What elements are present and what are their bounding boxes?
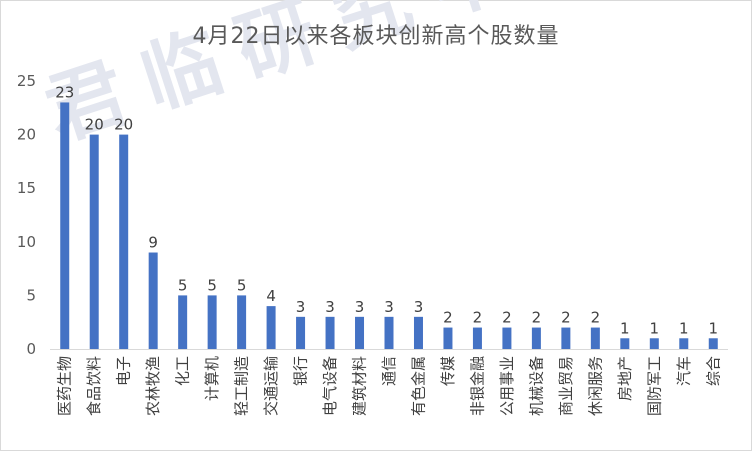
data-label: 1 (679, 319, 689, 337)
x-tick-label: 公用事业 (498, 356, 516, 416)
x-tick-label: 有色金属 (409, 356, 427, 416)
x-tick-label: 医药生物 (56, 356, 74, 416)
x-tick-label: 商业贸易 (557, 356, 575, 416)
data-label: 1 (650, 319, 660, 337)
x-axis: 医药生物 食品饮料 电子 农林牧渔 化工 计算机 轻工制造 交通运输 银行 电气设备 建筑材料 通信有… (56, 356, 723, 416)
data-label: 3 (414, 298, 424, 316)
x-tick-label: 建筑材料 (351, 356, 369, 416)
data-label: 5 (207, 276, 217, 294)
bar (296, 316, 306, 349)
bar (384, 316, 394, 349)
data-label: 2 (591, 309, 601, 327)
bar (649, 338, 659, 349)
data-label: 3 (325, 298, 335, 316)
bar (119, 134, 129, 349)
x-tick-label: 交通运输 (262, 356, 280, 416)
bar (502, 327, 512, 349)
data-label: 1 (708, 319, 718, 337)
bar (178, 295, 188, 349)
data-label: 1 (620, 319, 630, 337)
bar (89, 134, 99, 349)
x-tick-label: 轻工制造 (233, 356, 251, 416)
bar (237, 295, 247, 349)
data-label: 2 (502, 309, 512, 327)
bar (590, 327, 600, 349)
x-tick-label: 化工 (174, 356, 192, 386)
bar (531, 327, 541, 349)
chart-title: 4月22日以来各板块创新高个股数量 (192, 24, 560, 49)
x-tick-label: 休闲服务 (586, 356, 604, 416)
bar (148, 252, 158, 349)
data-label: 3 (296, 298, 306, 316)
bar (60, 102, 70, 349)
bar (561, 327, 571, 349)
y-tick-label: 10 (17, 233, 36, 251)
data-label: 5 (237, 276, 247, 294)
y-tick-label: 20 (17, 126, 36, 144)
data-label: 2 (443, 309, 453, 327)
x-tick-label: 机械设备 (527, 356, 545, 416)
x-tick-label: 农林牧渔 (144, 356, 162, 416)
y-tick-label: 0 (26, 340, 36, 358)
data-label: 9 (148, 234, 158, 252)
data-label: 20 (85, 116, 104, 134)
y-tick-label: 25 (17, 72, 36, 90)
bar (413, 316, 423, 349)
data-label: 3 (355, 298, 365, 316)
x-tick-label: 综合 (704, 356, 722, 386)
y-tick-label: 15 (17, 179, 36, 197)
data-label: 23 (55, 83, 74, 101)
bars (60, 102, 718, 349)
x-tick-label: 通信 (380, 356, 398, 386)
data-label: 3 (384, 298, 394, 316)
x-tick-label: 汽车 (675, 356, 693, 386)
x-tick-label: 国防军工 (645, 356, 663, 416)
data-label: 5 (178, 276, 188, 294)
bar (443, 327, 453, 349)
y-tick-label: 5 (26, 286, 36, 304)
x-tick-label: 传媒 (439, 356, 457, 386)
x-tick-label: 食品饮料 (85, 356, 103, 416)
x-tick-label: 电气设备 (321, 356, 339, 416)
bar (355, 316, 365, 349)
x-tick-label: 非银金融 (468, 356, 486, 416)
data-label: 20 (114, 116, 133, 134)
bar (679, 338, 689, 349)
data-labels: 23 20 20 9 5 5 5 4 3 3 3 3 3 2 2 2 2 2 2 1 1 1 1 (55, 83, 718, 337)
bar (472, 327, 482, 349)
bar (266, 306, 276, 349)
x-tick-label: 房地产 (616, 356, 634, 401)
data-label: 4 (266, 287, 276, 305)
data-label: 2 (532, 309, 542, 327)
x-tick-label: 电子 (115, 356, 133, 386)
x-tick-label: 计算机 (203, 356, 221, 401)
bar (620, 338, 630, 349)
x-tick-label: 银行 (292, 356, 310, 386)
bar (207, 295, 217, 349)
bar (325, 316, 335, 349)
bar (708, 338, 718, 349)
data-label: 2 (561, 309, 571, 327)
data-label: 2 (473, 309, 483, 327)
